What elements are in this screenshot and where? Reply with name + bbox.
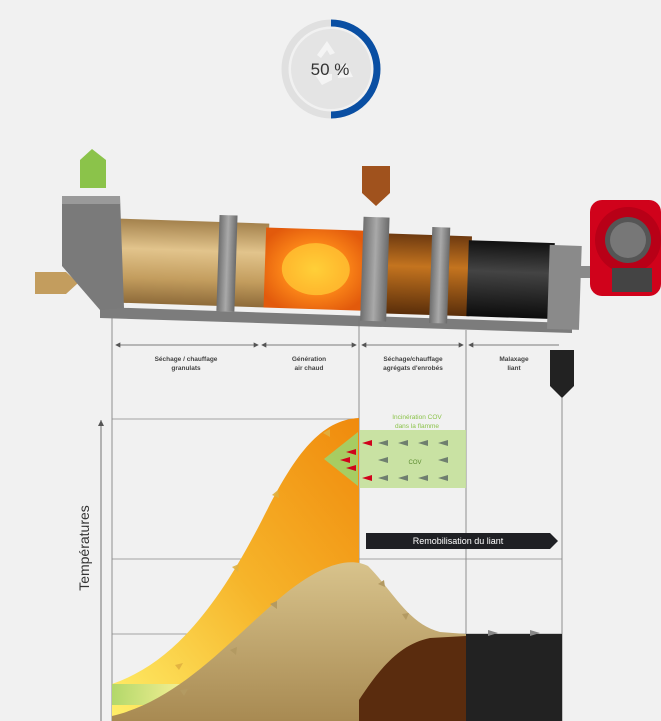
mixing-temperature-block (466, 634, 562, 721)
rotary-drum (116, 214, 582, 330)
progress-percent-label: 50 % (310, 60, 350, 79)
cov-incineration-box (324, 430, 466, 488)
temperature-chart (98, 418, 562, 721)
incineration-note: Incinération COV dans la flamme (392, 414, 442, 430)
drum-ring-1 (216, 214, 238, 312)
remobilisation-arrow (366, 533, 558, 549)
inlet-hood (62, 196, 124, 310)
progress-arc (330, 19, 381, 119)
green-outlet-arrow (80, 149, 106, 188)
zone-label-hot-air: Génération air chaud (291, 356, 327, 372)
zone-label-rap: Séchage/chauffage agrégats d'enrobés (383, 356, 443, 372)
zone-range-arrows (115, 342, 559, 348)
y-axis-label: Températures (76, 505, 92, 591)
zone-label-drying: Séchage / chauffage granulats (154, 356, 218, 372)
cov-label: COV (408, 460, 422, 466)
aggregate-inlet-arrow (35, 272, 78, 294)
drum-ring-2 (429, 226, 451, 324)
progress-ring (281, 19, 381, 119)
burner (578, 200, 661, 296)
recycle-icon (313, 41, 353, 85)
drum-section-drying (116, 218, 270, 308)
rap-collar (360, 216, 390, 322)
rap-inlet-arrow (362, 166, 390, 206)
mix-discharge-arrow (550, 350, 574, 398)
drum-base-frame (100, 307, 572, 333)
rap-temperature-area (359, 636, 466, 721)
drum-section-mixing (466, 240, 555, 320)
drum-end-plate (546, 244, 582, 330)
remobilisation-label: Remobilisation du liant (412, 536, 504, 546)
zone-label-mixing: Malaxage liant (499, 356, 529, 372)
